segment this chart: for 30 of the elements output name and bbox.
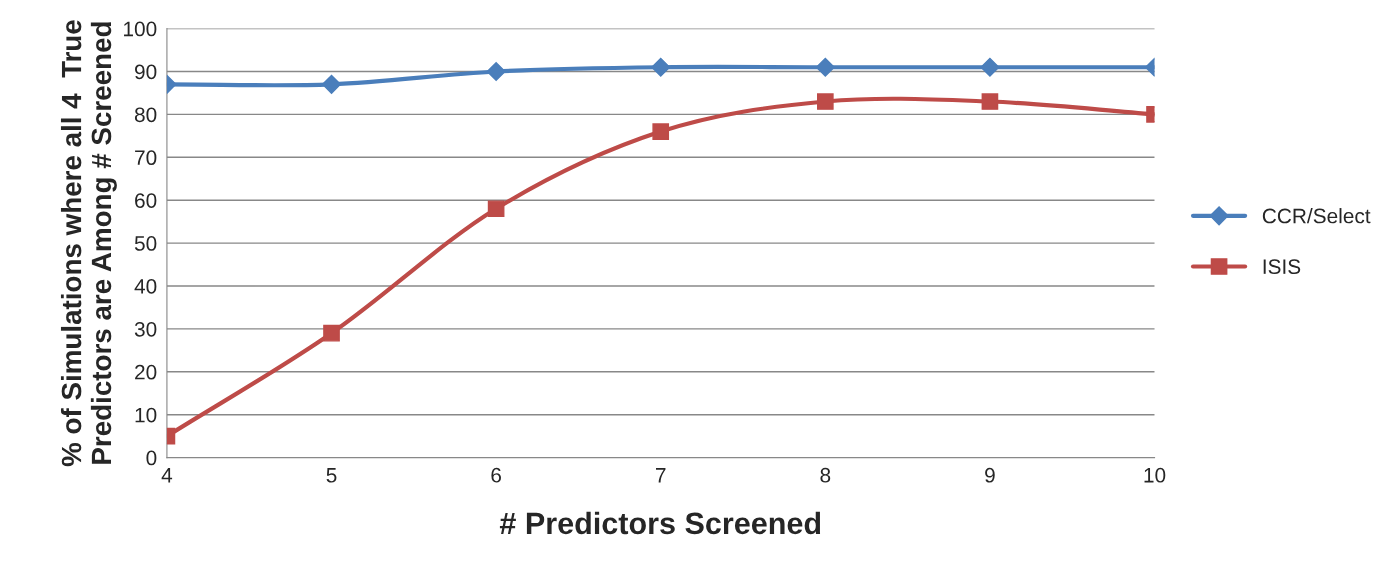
point — [486, 61, 506, 82]
x-tick-label: 6 — [491, 467, 501, 483]
y-tick-label: 10 — [135, 407, 157, 423]
x-tick-label: 7 — [656, 468, 666, 483]
point — [487, 200, 505, 218]
x-axis-title: # Predictors Screened — [499, 511, 821, 535]
x-tick-label: 8 — [820, 467, 831, 483]
y-tick-label: 0 — [146, 450, 157, 466]
y-tick-label: 30 — [134, 321, 157, 337]
y-tick-label: 40 — [134, 279, 157, 294]
y-tick-label: 90 — [135, 64, 157, 80]
point — [980, 57, 1000, 77]
legend-label: ISIS — [1263, 259, 1301, 275]
point — [652, 123, 670, 140]
legend-label: CCR/Select — [1262, 208, 1371, 224]
x-tick-label: 9 — [985, 467, 995, 483]
y-tick-label: 100 — [124, 21, 157, 37]
x-tick-label: 4 — [161, 468, 173, 483]
point — [981, 93, 999, 110]
y-tick-label: 20 — [135, 364, 157, 380]
y-tick-label: 50 — [134, 236, 157, 251]
point — [651, 57, 671, 77]
point — [815, 57, 835, 77]
y-tick-label: 80 — [134, 107, 157, 123]
y-axis-title: % of Simulations where all 4 True Predictors are Among # Screened — [60, 20, 117, 467]
y-tick-label: 70 — [135, 150, 157, 166]
point — [816, 93, 834, 110]
y-tick-label: 60 — [135, 193, 157, 208]
x-tick-label: 10 — [1144, 467, 1166, 483]
x-tick-label: 5 — [326, 468, 337, 483]
